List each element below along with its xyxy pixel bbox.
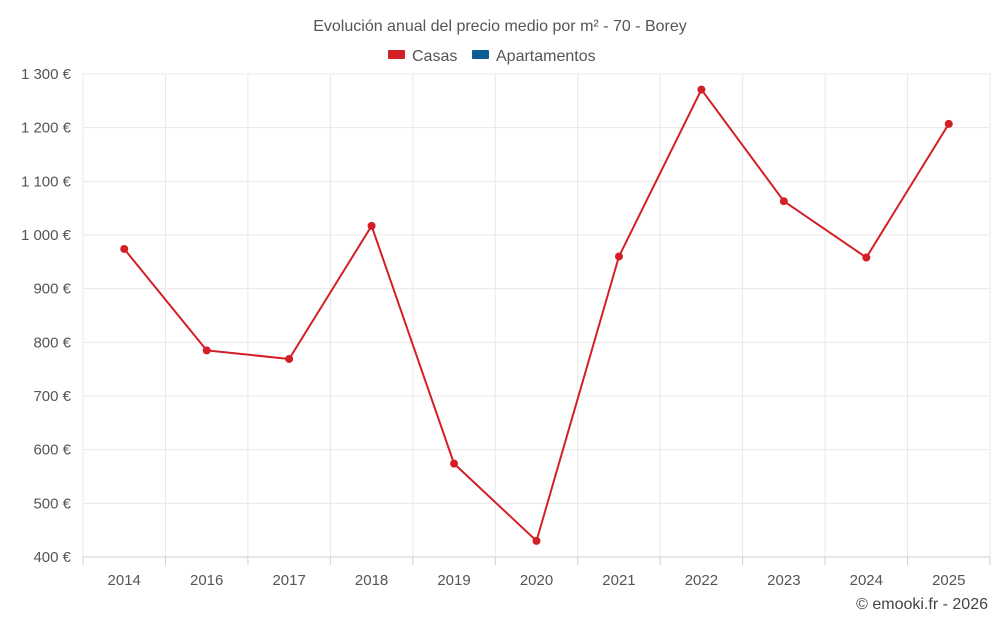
x-tick-label: 2022 xyxy=(685,572,718,589)
legend-label-apartamentos: Apartamentos xyxy=(496,48,596,65)
data-point-casas-2025[interactable] xyxy=(944,119,953,128)
data-point-casas-2022[interactable] xyxy=(697,85,706,94)
y-tick-label: 1 100 € xyxy=(21,173,72,190)
y-tick-label: 1 000 € xyxy=(21,227,72,244)
x-tick-label: 2025 xyxy=(932,572,965,589)
data-point-casas-2020[interactable] xyxy=(532,536,541,545)
x-tick-label: 2023 xyxy=(767,572,800,589)
data-point-casas-2023[interactable] xyxy=(779,197,788,206)
legend-swatch-casas xyxy=(388,50,405,59)
legend-swatch-apartamentos xyxy=(472,50,489,59)
y-tick-label: 1 300 € xyxy=(21,66,72,83)
x-tick-label: 2024 xyxy=(850,572,883,589)
y-tick-label: 400 € xyxy=(33,549,71,566)
chart-title: Evolución anual del precio medio por m² … xyxy=(313,18,687,35)
y-tick-label: 1 200 € xyxy=(21,120,72,137)
legend: Casas Apartamentos xyxy=(388,48,596,65)
x-tick-label: 2019 xyxy=(437,572,470,589)
x-tick-label: 2014 xyxy=(108,572,141,589)
data-point-casas-2017[interactable] xyxy=(285,354,294,363)
credit-text: © emooki.fr - 2026 xyxy=(856,596,988,613)
data-point-casas-2016[interactable] xyxy=(202,346,211,355)
y-tick-label: 900 € xyxy=(33,281,71,298)
x-tick-label: 2016 xyxy=(190,572,223,589)
x-tick-label: 2021 xyxy=(602,572,635,589)
legend-item-casas[interactable]: Casas xyxy=(388,48,457,65)
series-casas xyxy=(120,85,953,545)
x-tick-label: 2020 xyxy=(520,572,553,589)
data-point-casas-2024[interactable] xyxy=(862,253,871,262)
grid xyxy=(82,73,991,557)
data-point-casas-2018[interactable] xyxy=(367,221,376,230)
data-point-casas-2019[interactable] xyxy=(450,459,459,468)
x-tick-label: 2017 xyxy=(272,572,305,589)
data-point-casas-2021[interactable] xyxy=(614,252,623,261)
y-axis: 400 € 500 € 600 € 700 € 800 € 900 € 1 000 € 1 1… xyxy=(21,66,72,566)
x-tick-label: 2018 xyxy=(355,572,388,589)
legend-label-casas: Casas xyxy=(412,48,457,65)
y-tick-label: 700 € xyxy=(33,388,71,405)
y-tick-label: 500 € xyxy=(33,495,71,512)
data-point-casas-2014[interactable] xyxy=(120,244,129,253)
legend-item-apartamentos[interactable]: Apartamentos xyxy=(472,48,596,65)
x-axis: 2014 2016 2017 2018 2019 2020 2021 2022 2023 2024… xyxy=(82,556,991,589)
y-tick-label: 800 € xyxy=(33,334,71,351)
y-tick-label: 600 € xyxy=(33,442,71,459)
